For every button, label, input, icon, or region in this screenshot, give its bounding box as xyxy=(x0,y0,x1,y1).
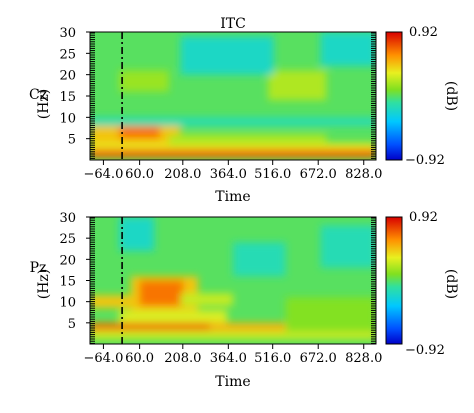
colorbar: 0.92 −0.92 (dB) xyxy=(385,210,459,358)
edge-ticks xyxy=(90,32,376,159)
heatmap-region xyxy=(233,242,286,277)
y-tick-label: 30 xyxy=(59,26,76,41)
heatmap-region xyxy=(90,142,376,150)
x-tick-label: 672.0 xyxy=(300,351,337,366)
panel-pz: 5 10 15 20 25 30 −64.0 60.0 208.0 364.0 516.0 672.… xyxy=(30,210,459,390)
y-tick-label: 5 xyxy=(68,133,76,148)
x-tick-label: 672.0 xyxy=(300,167,337,182)
y-tick-label: 25 xyxy=(59,232,76,247)
heatmap-region xyxy=(268,70,327,101)
x-tick-label: 364.0 xyxy=(210,351,247,366)
colorbar-max-label: 0.92 xyxy=(409,210,438,225)
y-tick-label: 5 xyxy=(68,317,76,332)
heatmap-region xyxy=(119,310,228,323)
heatmap-regions xyxy=(90,217,376,340)
x-tick-label: 364.0 xyxy=(210,167,247,182)
heatmap-region xyxy=(119,217,155,251)
x-tick-label: 60.0 xyxy=(125,351,154,366)
y-axis-label: (Hz) xyxy=(36,89,52,120)
heatmap-region xyxy=(320,32,376,67)
colorbar-max-label: 0.92 xyxy=(409,25,438,40)
channel-label: Pz xyxy=(30,260,47,276)
y-tick-label: 10 xyxy=(59,296,76,311)
heatmap-region xyxy=(90,117,376,126)
colorbar-scale xyxy=(385,216,403,345)
y-axis: 5 10 15 20 25 30 xyxy=(59,26,90,148)
heatmap-region xyxy=(180,36,274,75)
x-tick-label: 516.0 xyxy=(254,351,291,366)
heatmap-regions xyxy=(90,32,376,158)
edge-ticks xyxy=(90,217,376,344)
colorbar-scale xyxy=(385,31,403,161)
heatmap-region xyxy=(168,134,327,146)
x-axis-label: Time xyxy=(215,189,250,205)
colorbar-label: (dB) xyxy=(443,81,459,111)
heatmap-region xyxy=(119,125,161,139)
heatmap-region xyxy=(139,280,184,306)
heatmap-region xyxy=(90,149,376,158)
x-tick-label: 208.0 xyxy=(164,167,201,182)
y-tick-label: 25 xyxy=(59,47,76,62)
x-axis: −64.0 60.0 208.0 364.0 516.0 672.0 828.0 xyxy=(84,344,382,366)
colorbar-label: (dB) xyxy=(443,269,459,299)
x-tick-label: 208.0 xyxy=(164,351,201,366)
x-tick-label: −64.0 xyxy=(84,351,124,366)
x-axis-label: Time xyxy=(215,374,250,390)
heatmap-region xyxy=(90,295,140,309)
y-tick-label: 20 xyxy=(59,69,76,84)
panel-cz: ITC 5 10 15 20 25 30 −64.0 60.0 208.0 364.0 516.0… xyxy=(29,16,459,205)
y-tick-label: 15 xyxy=(59,90,76,105)
y-axis-label: (Hz) xyxy=(36,269,52,300)
y-tick-label: 10 xyxy=(59,111,76,126)
heatmap-region xyxy=(90,322,376,332)
heatmap-region xyxy=(90,323,210,330)
heatmap-region xyxy=(320,225,376,268)
chart-title: ITC xyxy=(220,16,246,32)
channel-label: Cz xyxy=(29,87,47,103)
x-axis: −64.0 60.0 208.0 364.0 516.0 672.0 828.0 xyxy=(84,160,382,182)
colorbar-min-label: −0.92 xyxy=(405,153,445,168)
x-tick-label: −64.0 xyxy=(84,167,124,182)
y-tick-label: 30 xyxy=(59,211,76,226)
x-tick-label: 516.0 xyxy=(254,167,291,182)
x-tick-label: 60.0 xyxy=(125,167,154,182)
colorbar-min-label: −0.92 xyxy=(405,343,445,358)
x-tick-label: 828.0 xyxy=(345,167,382,182)
heatmap-region xyxy=(285,297,376,332)
heatmap-region xyxy=(119,70,169,92)
heatmap-region xyxy=(90,331,376,340)
y-tick-label: 15 xyxy=(59,275,76,290)
y-axis: 5 10 15 20 25 30 xyxy=(59,211,90,332)
y-tick-label: 20 xyxy=(59,253,76,268)
x-tick-label: 828.0 xyxy=(345,351,382,366)
heatmap-pz xyxy=(90,217,376,344)
heatmap-cz xyxy=(90,32,376,160)
colorbar: 0.92 −0.92 (dB) xyxy=(385,25,459,168)
heatmap-region xyxy=(180,293,233,306)
